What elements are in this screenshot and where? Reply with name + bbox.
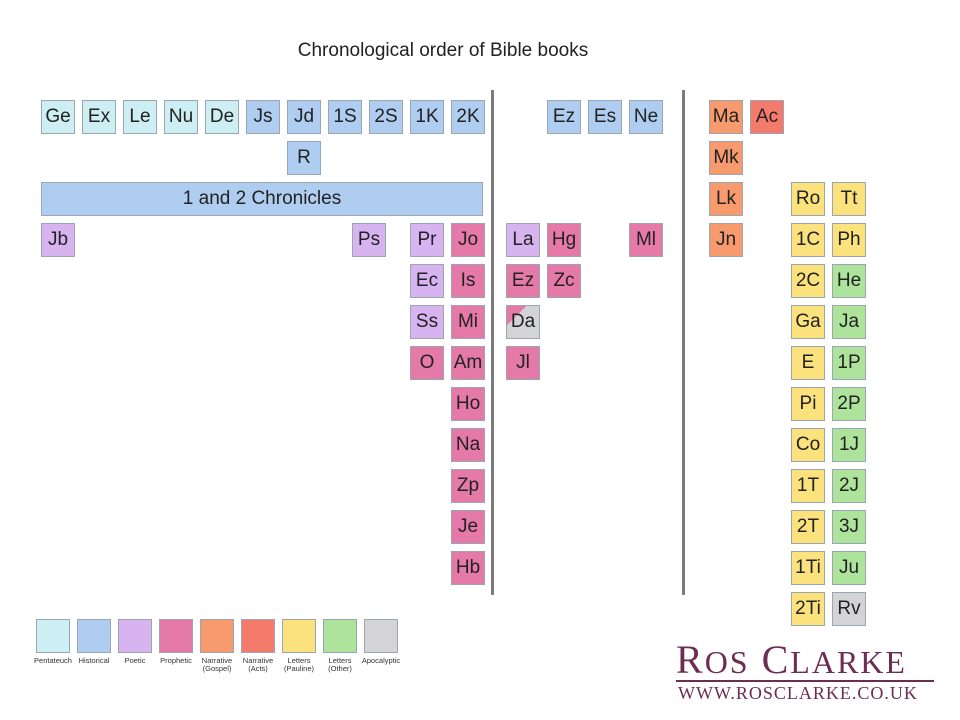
book-ge-0: Ge: [41, 100, 75, 134]
diagram-title: Chronological order of Bible books: [297, 40, 589, 61]
legend-swatch-historical: [77, 619, 111, 653]
book-mi-21: Mi: [451, 305, 485, 339]
legend-label-prophetic: Prophetic: [160, 656, 192, 665]
book-1t-50: 1T: [791, 469, 825, 503]
book-r-11: R: [287, 141, 321, 175]
book-1s-7: 1S: [328, 100, 362, 134]
legend-label-narrative-acts: Narrative (Acts): [242, 656, 274, 673]
brand-logo: ROS CLARKE: [676, 637, 907, 682]
legend-swatch-pentateuch: [36, 619, 70, 653]
book-jb-13: Jb: [41, 223, 75, 257]
legend-label-pentateuch: Pentateuch: [34, 656, 72, 665]
legend-swatch-letters-other: [323, 619, 357, 653]
book-ez-29: Ez: [506, 264, 540, 298]
book-ja-57: Ja: [832, 305, 866, 339]
book-nu-3: Nu: [164, 100, 198, 134]
legend-label-poetic: Poetic: [124, 656, 146, 665]
brand-rule: [676, 680, 934, 682]
book-co-49: Co: [791, 428, 825, 462]
legend-label-letters-other: Letters (Other): [328, 656, 352, 673]
book-lk-41: Lk: [709, 182, 743, 216]
book-la-28: La: [506, 223, 540, 257]
legend-swatch-letters-pauline: [282, 619, 316, 653]
book-is-20: Is: [451, 264, 485, 298]
book-2k-10: 2K: [451, 100, 485, 134]
book-da-30: Da: [506, 305, 540, 339]
book-1c-44: 1C: [791, 223, 825, 257]
book-ec-16: Ec: [410, 264, 444, 298]
book-na-24: Na: [451, 428, 485, 462]
legend-label-letters-pauline: Letters (Pauline): [283, 656, 314, 673]
book-2j-61: 2J: [832, 469, 866, 503]
book-je-26: Je: [451, 510, 485, 544]
book-jl-31: Jl: [506, 346, 540, 380]
book-js-5: Js: [246, 100, 280, 134]
book-ga-46: Ga: [791, 305, 825, 339]
book-rv-64: Rv: [832, 592, 866, 626]
legend-swatch-narrative-acts: [241, 619, 275, 653]
book-o-18: O: [410, 346, 444, 380]
book-1-and-2-chronicles-12: 1 and 2 Chronicles: [41, 182, 483, 216]
book-ss-17: Ss: [410, 305, 444, 339]
book-jo-19: Jo: [451, 223, 485, 257]
book-2c-45: 2C: [791, 264, 825, 298]
book-ex-1: Ex: [82, 100, 116, 134]
book-ho-23: Ho: [451, 387, 485, 421]
book-he-56: He: [832, 264, 866, 298]
book-1p-58: 1P: [832, 346, 866, 380]
book-ez-35: Ez: [547, 100, 581, 134]
book-zp-25: Zp: [451, 469, 485, 503]
book-jn-42: Jn: [709, 223, 743, 257]
book-ne-37: Ne: [629, 100, 663, 134]
book-ps-14: Ps: [352, 223, 386, 257]
book-2s-8: 2S: [369, 100, 403, 134]
book-hb-27: Hb: [451, 551, 485, 585]
book-ma-38: Ma: [709, 100, 743, 134]
divider-exile: [491, 90, 494, 595]
legend-swatch-poetic: [118, 619, 152, 653]
legend-swatch-narrative-gospel: [200, 619, 234, 653]
divider-testaments: [682, 90, 685, 595]
legend-label-apocalyptic: Apocalyptic: [361, 656, 401, 665]
book-1j-60: 1J: [832, 428, 866, 462]
legend-label-narrative-gospel: Narrative (Gospel): [201, 656, 233, 673]
book-1ti-52: 1Ti: [791, 551, 825, 585]
book-ph-55: Ph: [832, 223, 866, 257]
book-le-2: Le: [123, 100, 157, 134]
brand-url: WWW.ROSCLARKE.CO.UK: [678, 683, 918, 703]
book-e-47: E: [791, 346, 825, 380]
legend-swatch-prophetic: [159, 619, 193, 653]
book-mk-40: Mk: [709, 141, 743, 175]
book-pr-15: Pr: [410, 223, 444, 257]
book-am-22: Am: [451, 346, 485, 380]
book-ml-34: Ml: [629, 223, 663, 257]
book-1k-9: 1K: [410, 100, 444, 134]
book-ju-63: Ju: [832, 551, 866, 585]
book-3j-62: 3J: [832, 510, 866, 544]
book-pi-48: Pi: [791, 387, 825, 421]
book-2ti-53: 2Ti: [791, 592, 825, 626]
legend-label-historical: Historical: [78, 656, 110, 665]
book-2p-59: 2P: [832, 387, 866, 421]
book-de-4: De: [205, 100, 239, 134]
book-ac-39: Ac: [750, 100, 784, 134]
book-tt-54: Tt: [832, 182, 866, 216]
book-es-36: Es: [588, 100, 622, 134]
book-zc-33: Zc: [547, 264, 581, 298]
book-jd-6: Jd: [287, 100, 321, 134]
book-2t-51: 2T: [791, 510, 825, 544]
book-hg-32: Hg: [547, 223, 581, 257]
legend-swatch-apocalyptic: [364, 619, 398, 653]
book-ro-43: Ro: [791, 182, 825, 216]
